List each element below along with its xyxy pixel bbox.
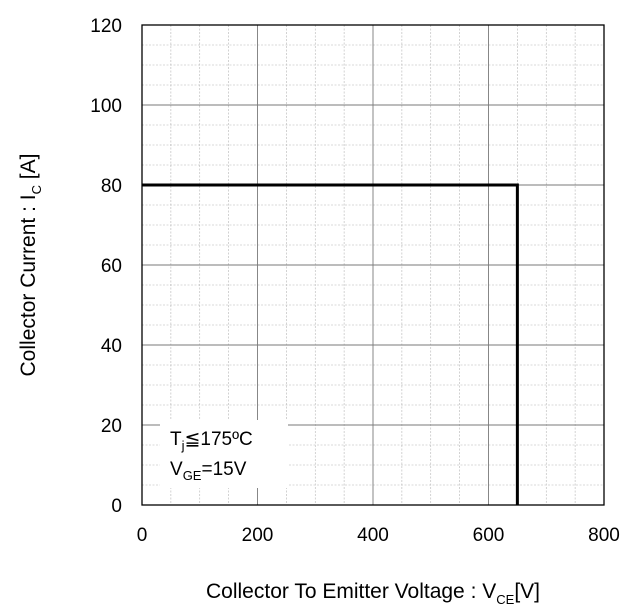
y-tick-label: 100 xyxy=(90,96,122,117)
x-tick-label: 200 xyxy=(242,525,274,546)
x-axis-title: Collector To Emitter Voltage : VCE[V] xyxy=(206,580,540,607)
y-axis-title: Collector Current : IC [A] xyxy=(17,154,44,377)
x-tick-label: 800 xyxy=(588,525,620,546)
y-tick-labels: 0 20 40 60 80 100 120 xyxy=(90,16,122,517)
y-tick-label: 120 xyxy=(90,16,122,37)
x-tick-label: 0 xyxy=(137,525,148,546)
y-tick-label: 40 xyxy=(101,336,122,357)
y-tick-label: 80 xyxy=(101,176,122,197)
x-tick-labels: 0 200 400 600 800 xyxy=(137,525,620,546)
x-tick-label: 400 xyxy=(357,525,389,546)
x-tick-label: 600 xyxy=(473,525,505,546)
y-tick-label: 20 xyxy=(101,416,122,437)
annotation-vge: VGE=15V xyxy=(170,459,247,483)
y-tick-label: 0 xyxy=(111,496,122,517)
y-tick-label: 60 xyxy=(101,256,122,277)
